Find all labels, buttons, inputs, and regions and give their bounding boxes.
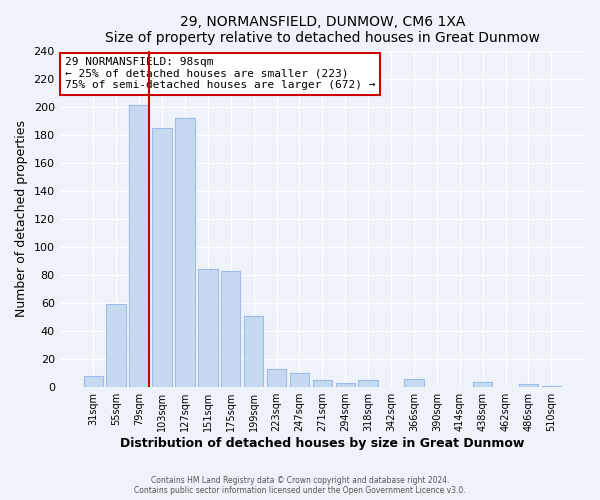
Bar (313, 380, 332, 387)
Bar (542, 386, 561, 387)
Bar (198, 270, 218, 387)
Bar (290, 373, 309, 387)
Bar (473, 382, 493, 387)
Bar (519, 384, 538, 387)
Bar (221, 271, 241, 387)
Bar (335, 383, 355, 387)
X-axis label: Distribution of detached houses by size in Great Dunmow: Distribution of detached houses by size … (120, 437, 524, 450)
Bar (175, 118, 194, 387)
Title: 29, NORMANSFIELD, DUNMOW, CM6 1XA
Size of property relative to detached houses i: 29, NORMANSFIELD, DUNMOW, CM6 1XA Size o… (105, 15, 540, 45)
Bar (83, 376, 103, 387)
Bar (130, 105, 149, 387)
Bar (244, 316, 263, 387)
Bar (404, 379, 424, 387)
Bar (358, 380, 378, 387)
Text: Contains HM Land Registry data © Crown copyright and database right 2024.
Contai: Contains HM Land Registry data © Crown c… (134, 476, 466, 495)
Bar (106, 304, 126, 387)
Text: 29 NORMANSFIELD: 98sqm
← 25% of detached houses are smaller (223)
75% of semi-de: 29 NORMANSFIELD: 98sqm ← 25% of detached… (65, 58, 376, 90)
Bar (267, 369, 286, 387)
Y-axis label: Number of detached properties: Number of detached properties (15, 120, 28, 318)
Bar (152, 128, 172, 387)
